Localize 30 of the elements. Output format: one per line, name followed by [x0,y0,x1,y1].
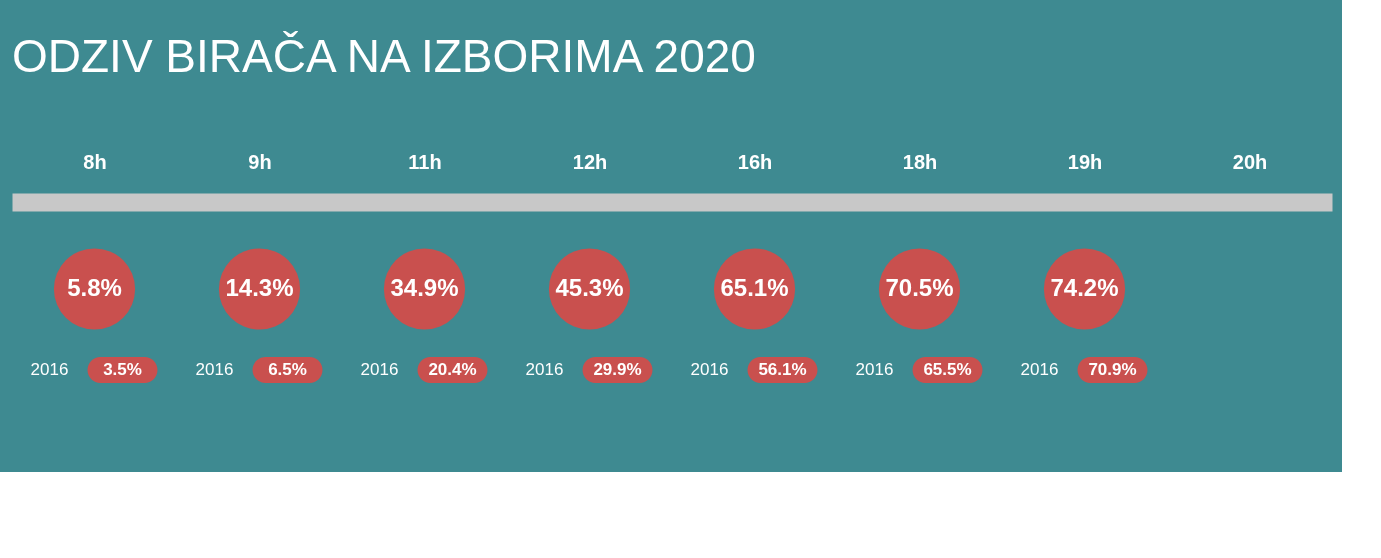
category-label: 11h [408,150,442,173]
series-label: 2016 [1020,360,1059,379]
data-label: 20.4% [428,360,477,379]
text: 2016 [690,360,729,379]
category-label: 12h [572,150,608,173]
data-label: 3.5% [103,360,142,379]
text: 2016 [30,360,69,379]
text: 2016 [195,360,234,379]
data-label: 14.3% [225,274,294,301]
category-label: 19h [1067,150,1103,173]
data-label: 70.9% [1088,360,1137,379]
category-label: 16h [737,150,773,173]
data-label: 70.5% [885,274,954,301]
data-label: 45.3% [555,274,624,301]
data-label: 34.9% [390,274,459,301]
data-label: 29.9% [593,360,642,379]
data-label: 74.2% [1050,274,1119,301]
category-label: 8h [83,150,107,173]
text: ODZIV BIRAČA NA IZBORIMA 2020 [12,30,756,82]
data-label: 65.1% [720,274,789,301]
data-label: 56.1% [758,360,807,379]
category-label: 20h [1232,150,1268,173]
data-label: 6.5% [268,360,307,379]
data-label: 5.8% [67,274,122,301]
text: 2016 [525,360,564,379]
text: 2016 [855,360,894,379]
data-label: 65.5% [923,360,972,379]
category-label: 9h [248,150,272,173]
category-label: 18h [902,150,938,173]
text: 2016 [360,360,399,379]
